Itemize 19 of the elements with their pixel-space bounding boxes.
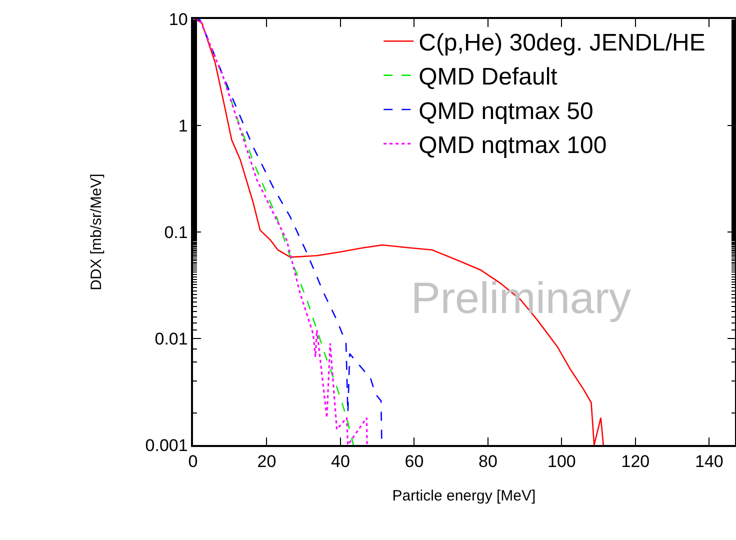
legend-label: QMD nqtmax 100 <box>418 132 607 160</box>
y-tick-label: 1 <box>178 116 188 136</box>
y-tick-label: 0.01 <box>154 329 188 348</box>
x-axis-title: Particle energy [MeV] <box>392 488 536 505</box>
x-tick-label: 120 <box>621 452 650 472</box>
y-axis-title: DDX [mb/sr/MeV] <box>88 174 106 290</box>
x-tick-label: 140 <box>695 452 724 472</box>
y-tick-label: 0.1 <box>164 222 188 242</box>
x-tick-label: 80 <box>478 452 498 472</box>
x-tick-label: 100 <box>548 452 576 472</box>
legend-label: C(p,He) 30deg. JENDL/HE <box>418 29 706 56</box>
y-tick-label: 10 <box>168 10 188 29</box>
y-tick-label: 0.001 <box>145 436 188 455</box>
x-tick-label: 0 <box>188 452 198 472</box>
legend-label: QMD Default <box>418 64 558 91</box>
x-tick-label: 60 <box>404 452 424 472</box>
legend-label: QMD nqtmax 50 <box>418 98 594 125</box>
x-tick-label: 20 <box>257 452 276 472</box>
x-tick-label: 40 <box>331 452 350 472</box>
